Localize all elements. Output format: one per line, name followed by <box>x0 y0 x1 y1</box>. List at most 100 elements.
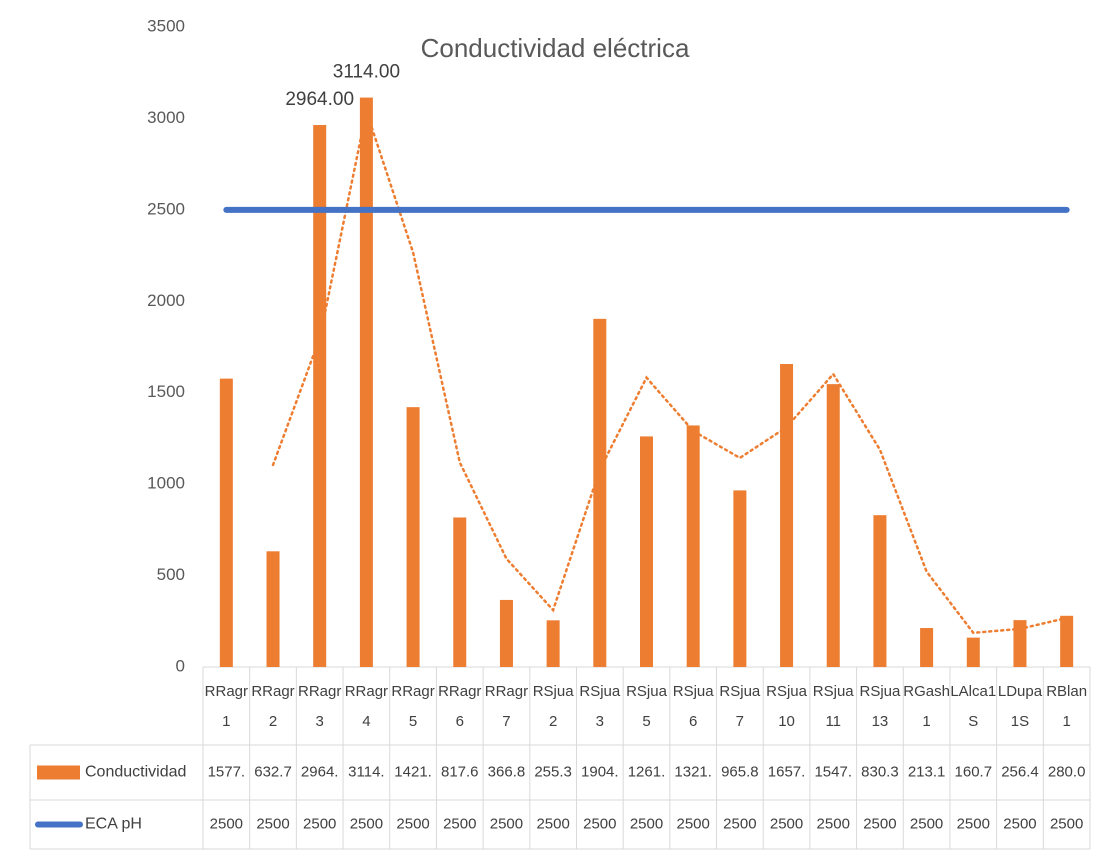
x-tick-label: RBlan1 <box>1046 683 1088 730</box>
x-tick-cell: RBlan1 <box>1046 683 1088 730</box>
table-value: 2500 <box>770 815 803 832</box>
bar <box>873 515 887 667</box>
x-tick-cell: LDupa1S <box>998 683 1042 730</box>
x-tick-cell: RRagr6 <box>438 683 482 730</box>
table-value: 2500 <box>676 815 709 832</box>
trendline <box>271 106 1068 635</box>
table-value: 2500 <box>443 815 476 832</box>
y-tick-label: 3500 <box>147 16 185 35</box>
table-value: 2500 <box>396 815 429 832</box>
table-value: 1321. <box>674 763 712 780</box>
bar <box>826 384 840 667</box>
x-tick-cell: RSjua10 <box>766 683 807 730</box>
table-value: 2500 <box>910 815 943 832</box>
table-value: 2500 <box>957 815 990 832</box>
x-tick-label: RRagr3 <box>298 683 342 730</box>
table-value: 1261. <box>628 763 666 780</box>
table-value: 213.1 <box>908 763 946 780</box>
x-tick-cell: LAlca1S <box>950 683 997 730</box>
x-tick-label: RSjua7 <box>719 683 761 730</box>
x-tick-label: RRagr7 <box>484 683 529 730</box>
table-value: 2500 <box>723 815 756 832</box>
bar <box>359 97 373 667</box>
table-value: 632.7 <box>254 763 292 780</box>
x-tick-label: RSjua10 <box>766 683 807 730</box>
y-tick-label: 0 <box>176 656 185 675</box>
bar <box>1013 620 1027 667</box>
x-tick-cell: RRagr4 <box>344 683 389 730</box>
bar <box>593 318 607 667</box>
x-tick-label: LAlca1S <box>950 683 997 730</box>
x-tick-cell: RRagr3 <box>298 683 342 730</box>
table-value: 817.6 <box>441 763 479 780</box>
bar <box>920 628 934 667</box>
data-label: 3114.00 <box>333 62 400 83</box>
table-value: 1904. <box>581 763 619 780</box>
x-tick-cell: RGash1 <box>903 683 950 730</box>
table-value: 2500 <box>863 815 896 832</box>
x-tick-label: RSjua5 <box>626 683 667 730</box>
legend-label: Conductividad <box>85 764 186 781</box>
x-tick-label: RRagr6 <box>438 683 482 730</box>
table-value: 2500 <box>536 815 569 832</box>
x-tick-label: RSjua13 <box>859 683 901 730</box>
table-value: 1547. <box>814 763 852 780</box>
x-tick-cell: RRagr1 <box>204 683 249 730</box>
y-tick-label: 500 <box>157 565 185 584</box>
table-value: 1657. <box>768 763 806 780</box>
table-value: 2500 <box>350 815 383 832</box>
table-value: 2500 <box>817 815 850 832</box>
x-tick-label: RSjua3 <box>579 683 621 730</box>
bar <box>546 620 560 667</box>
x-tick-cell: RRagr7 <box>484 683 529 730</box>
table-value: 2500 <box>1003 815 1036 832</box>
y-tick-label: 2000 <box>147 291 185 310</box>
bar <box>453 517 467 667</box>
bar <box>1060 615 1074 667</box>
bar <box>219 378 233 667</box>
bar <box>780 364 794 667</box>
x-tick-label: RSjua6 <box>672 683 714 730</box>
table-value: 965.8 <box>721 763 759 780</box>
table-value: 2964. <box>301 763 339 780</box>
legend-key <box>37 765 80 780</box>
y-tick-label: 1500 <box>147 382 185 401</box>
table-value: 256.4 <box>1001 763 1039 780</box>
bar <box>733 490 747 667</box>
table-value: 2500 <box>210 815 243 832</box>
table-value: 280.0 <box>1048 763 1086 780</box>
x-tick-label: RSjua11 <box>812 683 854 730</box>
bar <box>266 551 280 667</box>
bar <box>640 436 653 667</box>
table-value: 255.3 <box>534 763 572 780</box>
y-tick-label: 3000 <box>147 108 185 127</box>
table-value: 3114. <box>348 763 384 780</box>
table-value: 2500 <box>583 815 616 832</box>
x-tick-cell: RSjua6 <box>672 683 714 730</box>
x-tick-cell: RSjua7 <box>719 683 761 730</box>
x-tick-cell: RRagr2 <box>251 683 294 730</box>
table-value: 2500 <box>256 815 289 832</box>
table-value: 366.8 <box>488 763 526 780</box>
x-tick-label: RRagr5 <box>391 683 435 730</box>
x-tick-cell: RRagr5 <box>391 683 435 730</box>
y-tick-label: 2500 <box>147 199 185 218</box>
bar <box>313 125 327 668</box>
x-tick-cell: RSjua2 <box>533 683 574 730</box>
x-tick-cell: RSjua13 <box>859 683 901 730</box>
bar <box>686 425 700 667</box>
table-value: 2500 <box>630 815 663 832</box>
table-value: 2500 <box>303 815 336 832</box>
x-tick-label: RGash1 <box>903 683 950 730</box>
bar <box>406 407 420 667</box>
x-tick-label: RRagr1 <box>204 683 249 730</box>
bar <box>499 599 513 667</box>
x-tick-cell: RSjua3 <box>579 683 621 730</box>
table-value: 1577. <box>208 763 246 780</box>
x-tick-label: RRagr4 <box>344 683 389 730</box>
table-value: 160.7 <box>955 763 993 780</box>
y-tick-label: 1000 <box>147 474 185 493</box>
x-tick-cell: RSjua11 <box>812 683 854 730</box>
table-value: 2500 <box>1050 815 1083 832</box>
